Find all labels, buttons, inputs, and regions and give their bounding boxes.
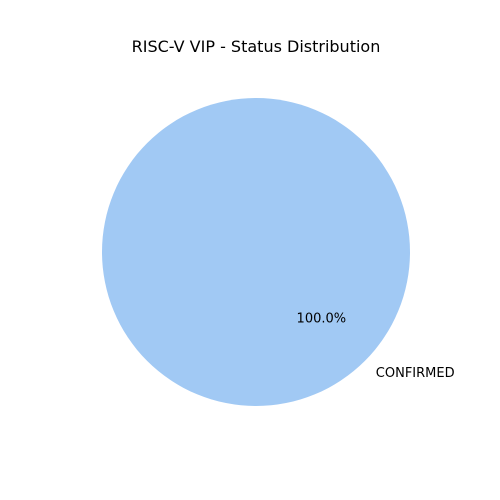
pie-labels: CONFIRMED 100.0% [297,311,455,380]
pie-slice-confirmed [102,98,410,406]
pie-slices [102,98,410,406]
slice-label: CONFIRMED [376,366,455,381]
chart-title: RISC-V VIP - Status Distribution [132,37,381,56]
slice-percent-label: 100.0% [297,311,347,326]
